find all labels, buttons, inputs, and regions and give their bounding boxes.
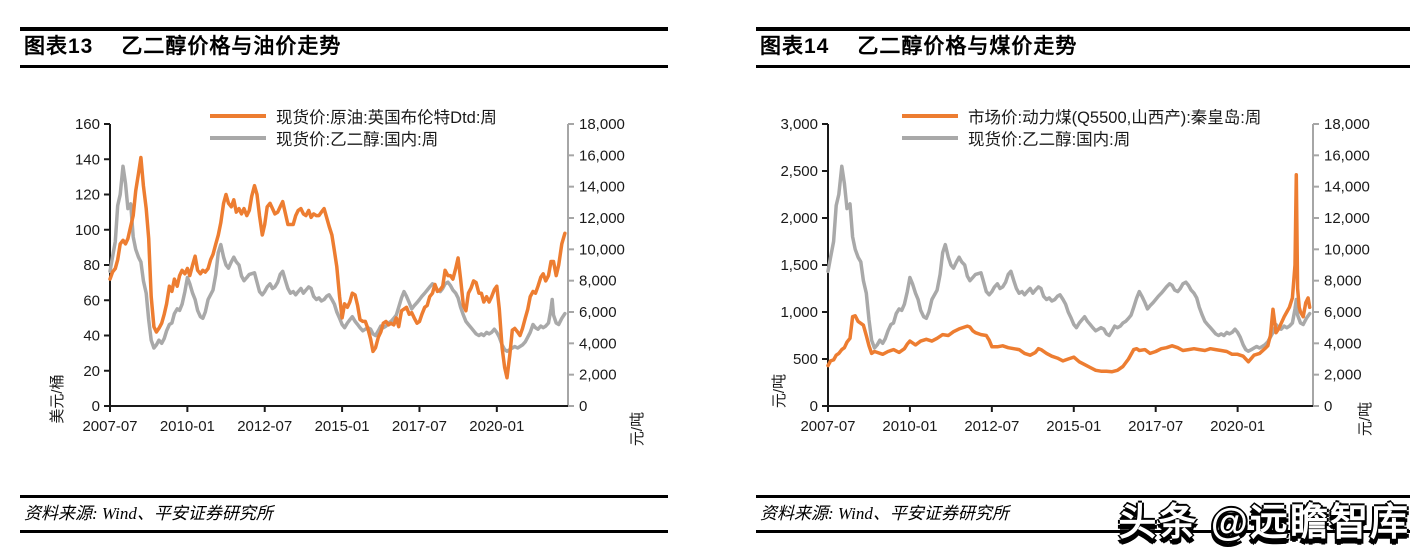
orange-line-swatch-icon: [210, 114, 266, 118]
legend-label: 现货价:乙二醇:国内:周: [968, 131, 1131, 149]
svg-text:2015-01: 2015-01: [1046, 418, 1101, 435]
orange-line-swatch-icon: [902, 114, 958, 118]
svg-text:8,000: 8,000: [579, 273, 617, 290]
svg-text:0: 0: [579, 398, 587, 415]
svg-text:2010-01: 2010-01: [160, 418, 215, 435]
svg-text:6,000: 6,000: [579, 304, 617, 321]
svg-text:12,000: 12,000: [1324, 210, 1370, 227]
svg-text:2,000: 2,000: [579, 367, 617, 384]
svg-text:100: 100: [75, 222, 100, 239]
svg-text:2017-07: 2017-07: [1128, 418, 1183, 435]
figure-14-source: 资料来源: Wind、平安证券研究所: [756, 495, 1410, 533]
legend-label: 现货价:原油:英国布伦特Dtd:周: [276, 109, 497, 127]
watermark-toutiao-yuanzhan: 头条 @远瞻智库: [1118, 502, 1410, 544]
svg-text:1,500: 1,500: [780, 257, 818, 274]
svg-text:140: 140: [75, 151, 100, 168]
svg-text:2007-07: 2007-07: [800, 418, 855, 435]
svg-text:0: 0: [92, 398, 100, 415]
svg-text:10,000: 10,000: [1324, 241, 1370, 258]
svg-text:18,000: 18,000: [1324, 116, 1370, 133]
svg-text:500: 500: [793, 351, 818, 368]
svg-text:160: 160: [75, 116, 100, 133]
figure-14-number: 图表14: [760, 35, 830, 58]
legend-item-meg: 现货价:乙二醇:国内:周: [210, 127, 497, 149]
figure-13-legend: 现货价:原油:英国布伦特Dtd:周 现货价:乙二醇:国内:周: [210, 105, 497, 149]
svg-text:元/吨: 元/吨: [629, 412, 646, 446]
figure-13: 图表13 乙二醇价格与油价走势 现货价:原油:英国布伦特Dtd:周 现货价:乙二…: [20, 0, 668, 533]
svg-text:120: 120: [75, 187, 100, 204]
figure-14-title: 乙二醇价格与煤价走势: [857, 35, 1078, 58]
figure-14-header: 图表14 乙二醇价格与煤价走势: [756, 27, 1410, 68]
legend-label: 现货价:乙二醇:国内:周: [276, 131, 439, 149]
gray-line-swatch-icon: [902, 136, 958, 140]
svg-text:2,500: 2,500: [780, 163, 818, 180]
svg-text:1,000: 1,000: [780, 304, 818, 321]
svg-text:2,000: 2,000: [1324, 367, 1362, 384]
gray-line-swatch-icon: [210, 136, 266, 140]
svg-text:2007-07: 2007-07: [82, 418, 137, 435]
legend-item-brent-oil: 现货价:原油:英国布伦特Dtd:周: [210, 105, 497, 127]
svg-text:12,000: 12,000: [579, 210, 625, 227]
svg-text:18,000: 18,000: [579, 116, 625, 133]
svg-text:10,000: 10,000: [579, 241, 625, 258]
figure-14-legend: 市场价:动力煤(Q5500,山西产):秦皇岛:周 现货价:乙二醇:国内:周: [902, 105, 1261, 149]
line-chart-meg-vs-coal: 0 2,000 4,000 6,000 8,000 10,000 12,000 14,000 1…: [771, 116, 1374, 436]
figure-14: 图表14 乙二醇价格与煤价走势 市场价:动力煤(Q5500,山西产):秦皇岛:周…: [756, 0, 1410, 533]
svg-text:2020-01: 2020-01: [1210, 418, 1265, 435]
svg-text:2012-07: 2012-07: [964, 418, 1019, 435]
svg-text:40: 40: [83, 328, 100, 345]
line-chart-meg-vs-oil: 0 2,000 4,000 6,000 8,000 10,000 12,000 14,000 1…: [49, 116, 646, 446]
figure-13-number: 图表13: [24, 35, 94, 58]
svg-text:3,000: 3,000: [780, 116, 818, 133]
figure-13-source: 资料来源: Wind、平安证券研究所: [20, 495, 668, 533]
figure-14-chart-area: 市场价:动力煤(Q5500,山西产):秦皇岛:周 现货价:乙二醇:国内:周 0 2…: [756, 101, 1410, 469]
svg-text:4,000: 4,000: [1324, 335, 1362, 352]
figure-13-title: 乙二醇价格与油价走势: [121, 35, 342, 58]
figure-13-chart-area: 现货价:原油:英国布伦特Dtd:周 现货价:乙二醇:国内:周 0 2,000 4,0…: [20, 101, 668, 469]
svg-text:8,000: 8,000: [1324, 273, 1362, 290]
svg-text:0: 0: [1324, 398, 1332, 415]
svg-text:20: 20: [83, 363, 100, 380]
svg-text:0: 0: [810, 398, 818, 415]
svg-text:美元/桶: 美元/桶: [49, 374, 66, 423]
svg-text:元/吨: 元/吨: [1357, 402, 1374, 436]
svg-text:2,000: 2,000: [780, 210, 818, 227]
svg-text:2012-07: 2012-07: [237, 418, 292, 435]
svg-text:2017-07: 2017-07: [392, 418, 447, 435]
svg-text:6,000: 6,000: [1324, 304, 1362, 321]
svg-text:元/吨: 元/吨: [771, 374, 788, 408]
svg-text:80: 80: [83, 257, 100, 274]
svg-text:4,000: 4,000: [579, 335, 617, 352]
svg-text:14,000: 14,000: [579, 179, 625, 196]
svg-text:14,000: 14,000: [1324, 179, 1370, 196]
legend-label: 市场价:动力煤(Q5500,山西产):秦皇岛:周: [968, 109, 1262, 127]
legend-item-meg: 现货价:乙二醇:国内:周: [902, 127, 1261, 149]
figure-13-header: 图表13 乙二醇价格与油价走势: [20, 27, 668, 68]
svg-text:2010-01: 2010-01: [882, 418, 937, 435]
legend-item-thermal-coal: 市场价:动力煤(Q5500,山西产):秦皇岛:周: [902, 105, 1261, 127]
svg-text:16,000: 16,000: [1324, 147, 1370, 164]
svg-text:2015-01: 2015-01: [315, 418, 370, 435]
svg-text:60: 60: [83, 292, 100, 309]
svg-text:16,000: 16,000: [579, 147, 625, 164]
svg-text:2020-01: 2020-01: [469, 418, 524, 435]
